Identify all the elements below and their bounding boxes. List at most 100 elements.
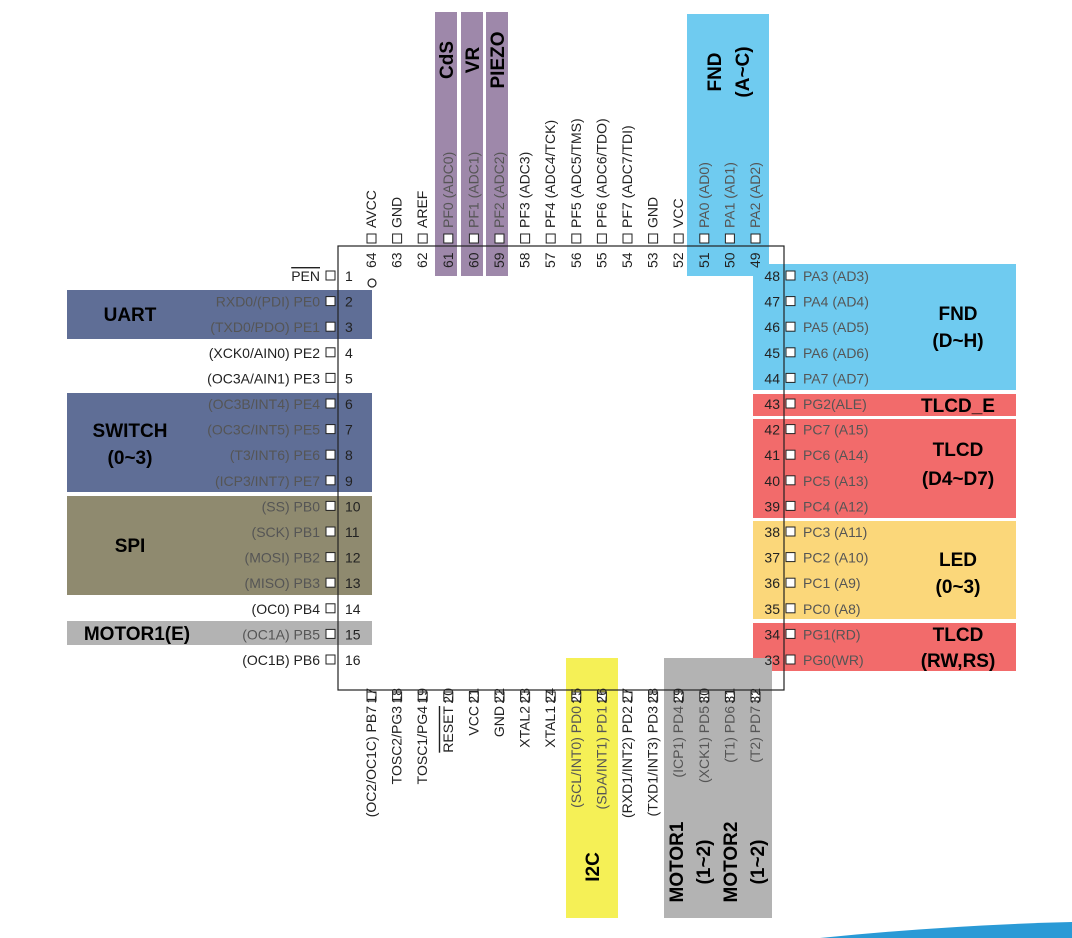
group-labels: UART SWITCH (0~3) SPI MOTOR1(E) CdS VR P… xyxy=(84,31,995,902)
pin-number-28: 28 xyxy=(645,688,661,704)
pin-number-46: 46 xyxy=(764,319,780,335)
pin-label-53: GND xyxy=(645,197,661,228)
chip-pins: 1 PEN 2 RXD0/(PDI) PE0 3 (TXD0/PDO) PE1 4 (XCK0… xyxy=(207,118,869,818)
pin-label-60: PF1 (ADC1) xyxy=(465,152,481,228)
pin-label-12: (MOSI) PB2 xyxy=(245,550,321,566)
pin-label-26: (SDA/INT1) PD1 xyxy=(593,706,609,810)
pin-box-61 xyxy=(443,233,454,244)
pin-label-38: PC3 (A11) xyxy=(803,524,867,540)
pin-box-10 xyxy=(325,500,336,511)
pin-box-20 xyxy=(443,691,454,702)
pin-box-13 xyxy=(325,577,336,588)
label-fnd-right-1: FND xyxy=(938,304,977,325)
pin-label-54: PF7 (ADC7/TDI) xyxy=(619,125,635,228)
pin-number-45: 45 xyxy=(764,345,780,361)
pin-label-9: (ICP3/INT7) PE7 xyxy=(215,473,320,489)
pin-box-30 xyxy=(699,691,710,702)
pin-number-25: 25 xyxy=(568,688,584,704)
pin-number-51: 51 xyxy=(696,252,712,268)
band-piezo xyxy=(486,12,508,276)
pin-label-23: XTAL2 xyxy=(517,706,533,748)
pin-number-8: 8 xyxy=(345,447,353,463)
pin-number-20: 20 xyxy=(440,688,456,704)
pin-box-7 xyxy=(325,424,336,435)
pin-label-18: TOSC2/PG3 xyxy=(389,706,405,785)
pin-box-58 xyxy=(520,233,531,244)
pin-box-39 xyxy=(785,500,796,511)
pin-number-55: 55 xyxy=(593,252,609,268)
label-tlcd-d-2: (D4~D7) xyxy=(922,469,994,490)
label-motor1-2: (1~2) xyxy=(694,840,715,885)
pin-label-50: PA1 (AD1) xyxy=(721,162,737,228)
pin-number-22: 22 xyxy=(491,688,507,704)
pin-box-32 xyxy=(750,691,761,702)
pin-label-11: (SCK) PB1 xyxy=(252,524,321,540)
band-tlcd-d xyxy=(753,419,1016,518)
pin-number-33: 33 xyxy=(764,652,780,668)
pin-box-22 xyxy=(494,691,505,702)
pin-label-34: PG1(RD) xyxy=(803,626,861,642)
label-led-1: LED xyxy=(939,550,977,571)
pin-label-56: PF5 (ADC5/TMS) xyxy=(568,118,584,228)
pin-label-63: GND xyxy=(389,197,405,228)
pin-box-41 xyxy=(785,449,796,460)
label-fnd-top-2: (A~C) xyxy=(733,46,754,97)
pin-number-38: 38 xyxy=(764,524,780,540)
band-switch xyxy=(67,393,372,492)
pin-label-24: XTAL1 xyxy=(542,706,558,748)
label-led-2: (0~3) xyxy=(936,577,981,598)
pin-label-55: PF6 (ADC6/TDO) xyxy=(593,118,609,228)
band-tlcd-rw xyxy=(753,623,1016,671)
pin-box-52 xyxy=(673,233,684,244)
label-switch-1: SWITCH xyxy=(93,421,168,442)
pin-box-44 xyxy=(785,372,796,383)
pin-label-57: PF4 (ADC4/TCK) xyxy=(542,120,558,228)
pin-number-21: 21 xyxy=(465,688,481,704)
band-vr xyxy=(461,12,483,276)
pin-number-12: 12 xyxy=(345,550,361,566)
pin-label-30: (XCK1) PD5 xyxy=(696,706,712,783)
pin-box-37 xyxy=(785,552,796,563)
pin-number-16: 16 xyxy=(345,652,361,668)
pin-box-15 xyxy=(325,628,336,639)
pin-label-13: (MISO) PB3 xyxy=(245,575,321,591)
pin-box-45 xyxy=(785,347,796,358)
pin-label-52: VCC xyxy=(670,198,686,228)
pin-box-27 xyxy=(622,691,633,702)
pin-box-1 xyxy=(325,270,336,281)
pin-number-7: 7 xyxy=(345,422,353,438)
pin-box-24 xyxy=(545,691,556,702)
pin-label-22: GND xyxy=(491,706,507,737)
pin-label-10: (SS) PB0 xyxy=(262,498,321,514)
pin-box-16 xyxy=(325,654,336,665)
pin-number-19: 19 xyxy=(414,688,430,704)
pin-number-34: 34 xyxy=(764,626,780,642)
pin-number-29: 29 xyxy=(670,688,686,704)
pin-number-17: 17 xyxy=(363,688,379,704)
pin-box-56 xyxy=(571,233,582,244)
pin-box-5 xyxy=(325,372,336,383)
pin-label-33: PG0(WR) xyxy=(803,652,864,668)
pin-box-8 xyxy=(325,449,336,460)
pin-label-62: AREF xyxy=(414,191,430,228)
label-i2c: I2C xyxy=(583,852,604,882)
band-led xyxy=(753,521,1016,619)
pin-number-58: 58 xyxy=(517,252,533,268)
pin-number-52: 52 xyxy=(670,252,686,268)
pin-number-61: 61 xyxy=(440,252,456,268)
pin-box-9 xyxy=(325,475,336,486)
pin-box-23 xyxy=(520,691,531,702)
pin-number-18: 18 xyxy=(389,688,405,704)
pin-label-32: (T2) PD7 xyxy=(747,706,763,763)
pin-label-39: PC4 (A12) xyxy=(803,498,868,514)
pin-number-31: 31 xyxy=(721,688,737,704)
pin-number-30: 30 xyxy=(696,688,712,704)
pin-box-42 xyxy=(785,424,796,435)
pin-label-7: (OC3C/INT5) PE5 xyxy=(207,422,320,438)
pin-box-6 xyxy=(325,398,336,409)
pin-number-9: 9 xyxy=(345,473,353,489)
pin-box-59 xyxy=(494,233,505,244)
pin-number-15: 15 xyxy=(345,626,361,642)
pin-box-64 xyxy=(366,233,377,244)
